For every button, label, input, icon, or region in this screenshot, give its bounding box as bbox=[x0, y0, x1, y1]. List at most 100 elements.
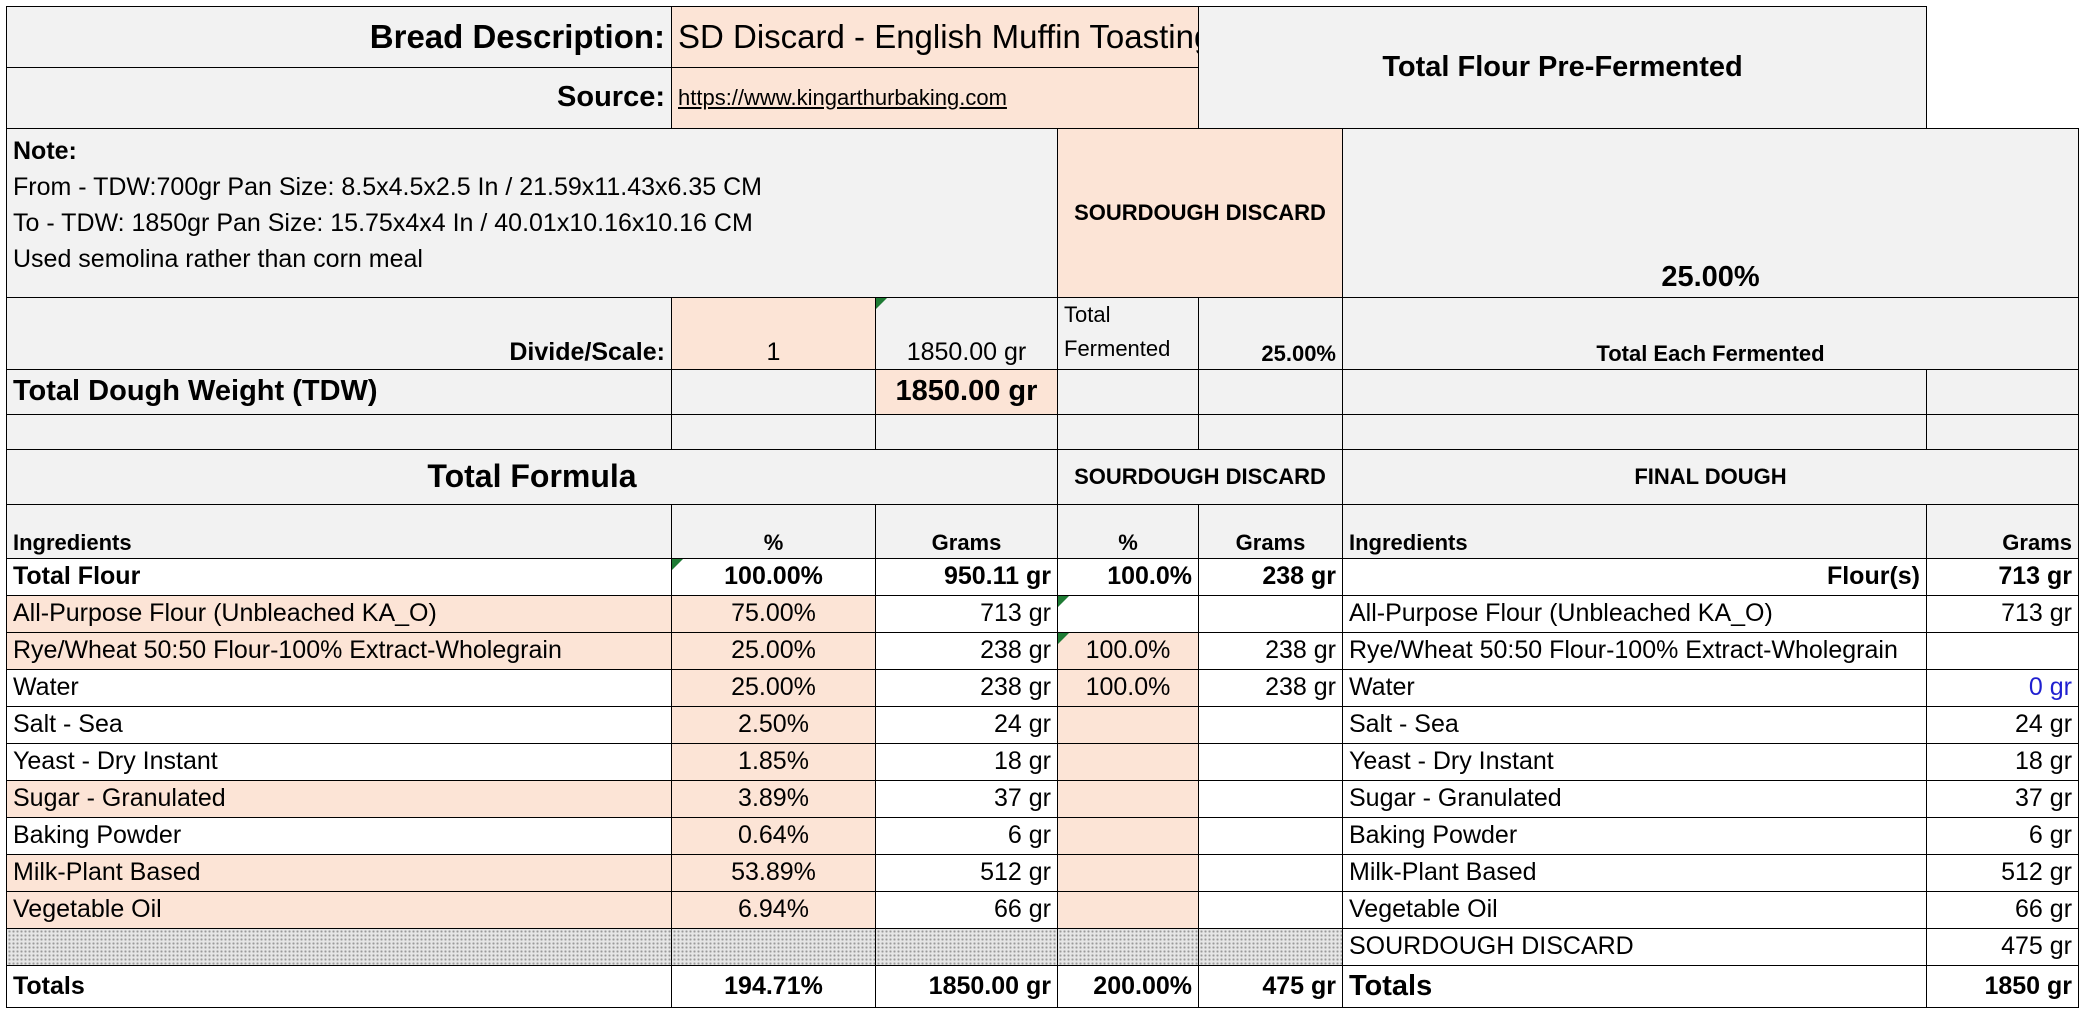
total-flour-preferment-value: 25.00% bbox=[1341, 128, 2080, 298]
ingredient-percent[interactable]: 3.89% bbox=[671, 780, 876, 818]
note-box[interactable]: Note: From - TDW:700gr Pan Size: 8.5x4.5… bbox=[6, 128, 1058, 298]
ingredient-sd-percent[interactable] bbox=[1057, 854, 1199, 892]
fd-ingredient-name: Rye/Wheat 50:50 Flour-100% Extract-Whole… bbox=[1341, 632, 1928, 670]
ingredient-name[interactable]: Baking Powder bbox=[6, 817, 672, 855]
total-fermented-label-line2: Fermented bbox=[1064, 336, 1171, 361]
ingredient-grams: 512 gr bbox=[875, 854, 1058, 892]
totals-sd-percent: 200.00% bbox=[1057, 965, 1199, 1008]
ingredient-percent[interactable]: 0.64% bbox=[671, 817, 876, 855]
preferment-name[interactable]: SOURDOUGH DISCARD bbox=[1057, 128, 1343, 298]
total-flour-preferment-label: Total Flour Pre-Fermented bbox=[1197, 6, 1928, 129]
fd-ingredient-grams: 37 gr bbox=[1926, 780, 2080, 818]
ingredient-grams: 18 gr bbox=[875, 743, 1058, 781]
col-fd-ingredients: Ingredients bbox=[1341, 504, 1928, 559]
ingredient-name[interactable]: Vegetable Oil bbox=[6, 891, 672, 929]
total-fermented-value: 25.00% bbox=[1198, 297, 1343, 370]
source-label: Source: bbox=[6, 67, 672, 129]
fd-ingredient-name: Sugar - Granulated bbox=[1341, 780, 1928, 818]
fd-ingredient-name: Vegetable Oil bbox=[1341, 891, 1928, 929]
empty-cell bbox=[1341, 369, 1928, 415]
ingredient-sd-percent[interactable]: 100.0% bbox=[1057, 632, 1199, 670]
ingredient-name[interactable]: Yeast - Dry Instant bbox=[6, 743, 672, 781]
ingredient-name[interactable]: All-Purpose Flour (Unbleached KA_O) bbox=[6, 595, 672, 633]
fd-ingredient-name: Milk-Plant Based bbox=[1341, 854, 1928, 892]
fd-ingredient-name: Salt - Sea bbox=[1341, 706, 1928, 744]
ingredient-sd-grams bbox=[1198, 595, 1343, 633]
tdw-label: Total Dough Weight (TDW) bbox=[6, 369, 672, 415]
fd-ingredient-name: All-Purpose Flour (Unbleached KA_O) bbox=[1341, 595, 1928, 633]
empty-cell bbox=[1341, 414, 1928, 450]
ingredient-sd-percent[interactable] bbox=[1057, 706, 1199, 744]
ingredient-name[interactable]: Rye/Wheat 50:50 Flour-100% Extract-Whole… bbox=[6, 632, 672, 670]
ingredient-sd-grams bbox=[1198, 743, 1343, 781]
ingredient-sd-percent[interactable] bbox=[1057, 891, 1199, 929]
ingredient-grams: 37 gr bbox=[875, 780, 1058, 818]
ingredient-row: Sugar - Granulated 3.89% 37 gr Sugar - G… bbox=[6, 780, 2080, 818]
fd-preferment-name: SOURDOUGH DISCARD bbox=[1341, 928, 1928, 966]
empty-cell bbox=[6, 414, 672, 450]
fd-ingredient-grams: 0 gr bbox=[1926, 669, 2080, 707]
ingredient-name[interactable]: Salt - Sea bbox=[6, 706, 672, 744]
col-ingredients: Ingredients bbox=[6, 504, 672, 559]
ingredient-sd-grams bbox=[1198, 817, 1343, 855]
total-each-fermented-label: Total Each Fermented bbox=[1341, 297, 2080, 370]
total-flour-fd-label: Flour(s) bbox=[1341, 558, 1928, 596]
fd-ingredient-grams: 66 gr bbox=[1926, 891, 2080, 929]
ingredient-percent[interactable]: 25.00% bbox=[671, 669, 876, 707]
empty-cell bbox=[1057, 414, 1199, 450]
ingredient-grams: 6 gr bbox=[875, 817, 1058, 855]
fd-ingredient-name: Baking Powder bbox=[1341, 817, 1928, 855]
ingredient-grams: 713 gr bbox=[875, 595, 1058, 633]
ingredient-row: Rye/Wheat 50:50 Flour-100% Extract-Whole… bbox=[6, 632, 2080, 670]
col-sd-percent: % bbox=[1057, 504, 1199, 559]
col-percent: % bbox=[671, 504, 876, 559]
total-formula-heading: Total Formula bbox=[6, 449, 1058, 505]
ingredient-row: Salt - Sea 2.50% 24 gr Salt - Sea 24 gr bbox=[6, 706, 2080, 744]
totals-fd-label: Totals bbox=[1341, 965, 1928, 1008]
scale-value[interactable]: 1 bbox=[671, 297, 876, 370]
fd-ingredient-grams: 713 gr bbox=[1926, 595, 2080, 633]
ingredient-name[interactable]: Milk-Plant Based bbox=[6, 854, 672, 892]
ingredient-sd-percent[interactable] bbox=[1057, 817, 1199, 855]
source-link[interactable]: https://www.kingarthurbaking.com bbox=[671, 67, 1199, 129]
bread-description-label: Bread Description: bbox=[6, 6, 672, 68]
ingredient-sd-percent[interactable]: 100.0% bbox=[1057, 669, 1199, 707]
ingredient-name[interactable]: Sugar - Granulated bbox=[6, 780, 672, 818]
bread-description-value[interactable]: SD Discard - English Muffin Toasting Bre… bbox=[671, 6, 1199, 68]
total-flour-grams: 950.11 gr bbox=[875, 558, 1058, 596]
ingredient-name[interactable]: Water bbox=[6, 669, 672, 707]
empty-cell bbox=[1926, 414, 2080, 450]
ingredient-percent[interactable]: 25.00% bbox=[671, 632, 876, 670]
fd-preferment-grams: 475 gr bbox=[1926, 928, 2080, 966]
empty-cell bbox=[875, 414, 1058, 450]
fd-ingredient-grams: 6 gr bbox=[1926, 817, 2080, 855]
note-line: From - TDW:700gr Pan Size: 8.5x4.5x2.5 I… bbox=[13, 173, 762, 201]
empty-cell bbox=[1198, 369, 1343, 415]
ingredient-grams: 24 gr bbox=[875, 706, 1058, 744]
fd-ingredient-grams: 18 gr bbox=[1926, 743, 2080, 781]
ingredient-percent[interactable]: 1.85% bbox=[671, 743, 876, 781]
totals-grams: 1850.00 gr bbox=[875, 965, 1058, 1008]
total-flour-fd-grams: 713 gr bbox=[1926, 558, 2080, 596]
total-flour-percent: 100.00% bbox=[671, 558, 876, 596]
empty-cell bbox=[671, 369, 876, 415]
preferment-row: SOURDOUGH DISCARD 475 gr bbox=[6, 928, 2080, 966]
ingredient-percent[interactable]: 53.89% bbox=[671, 854, 876, 892]
ingredient-percent[interactable]: 75.00% bbox=[671, 595, 876, 633]
ingredient-sd-percent[interactable] bbox=[1057, 595, 1199, 633]
totals-sd-grams: 475 gr bbox=[1198, 965, 1343, 1008]
ingredient-row: All-Purpose Flour (Unbleached KA_O) 75.0… bbox=[6, 595, 2080, 633]
empty-cell bbox=[1057, 369, 1199, 415]
hatched-cell bbox=[1198, 928, 1343, 966]
ingredient-grams: 66 gr bbox=[875, 891, 1058, 929]
scale-label: Divide/Scale: bbox=[6, 297, 672, 370]
col-grams: Grams bbox=[875, 504, 1058, 559]
note-line: To - TDW: 1850gr Pan Size: 15.75x4x4 In … bbox=[13, 209, 753, 237]
totals-fd-grams: 1850 gr bbox=[1926, 965, 2080, 1008]
empty-cell bbox=[1198, 414, 1343, 450]
ingredient-sd-percent[interactable] bbox=[1057, 780, 1199, 818]
ingredient-percent[interactable]: 2.50% bbox=[671, 706, 876, 744]
ingredient-sd-percent[interactable] bbox=[1057, 743, 1199, 781]
final-dough-heading: FINAL DOUGH bbox=[1341, 449, 2080, 505]
ingredient-percent[interactable]: 6.94% bbox=[671, 891, 876, 929]
